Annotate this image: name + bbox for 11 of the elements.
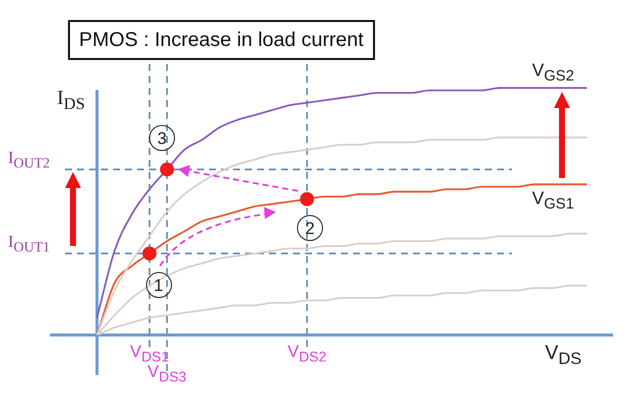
series-label: V$_{GS1}$ [532,188,574,213]
x-axis-title: V$_{DS}$ [545,342,582,368]
ref-line-label: I$_{OUT2}$ [8,148,50,172]
y-axis-title: I$_{DS}$ [57,87,85,113]
series-label: V$_{GS2}$ [532,60,574,85]
annotation: 1 [146,272,172,298]
ref-line-label: I$_{OUT1}$ [8,232,50,256]
x-tick-label: V$_{DS2}$ [286,342,328,366]
chart-title: PMOS : Increase in load current [68,20,375,60]
annotation: 3 [149,125,175,152]
annotation: 2 [297,215,323,242]
